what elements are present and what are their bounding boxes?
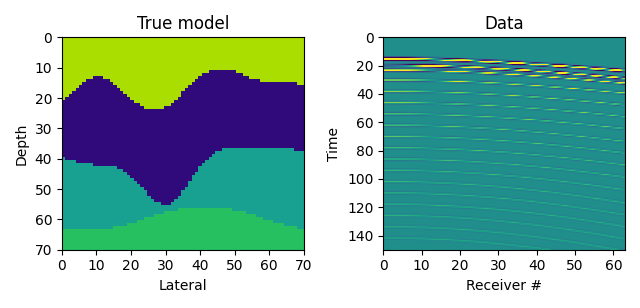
Y-axis label: Time: Time (328, 127, 342, 160)
Title: Data: Data (484, 15, 524, 33)
X-axis label: Lateral: Lateral (159, 279, 207, 293)
Title: True model: True model (136, 15, 229, 33)
X-axis label: Receiver #: Receiver # (466, 279, 542, 293)
Y-axis label: Depth: Depth (15, 122, 29, 165)
